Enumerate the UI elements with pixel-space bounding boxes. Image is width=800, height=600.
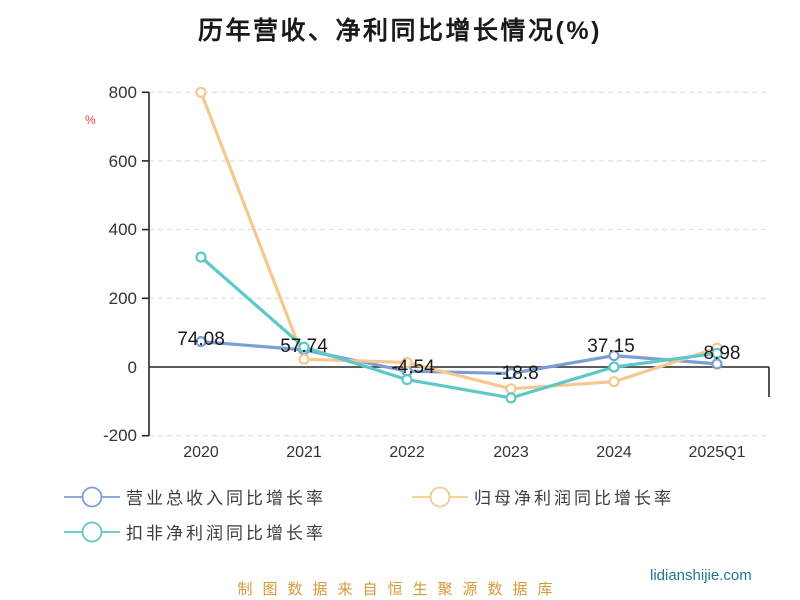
svg-text:37.15: 37.15 (587, 336, 635, 357)
svg-text:8.98: 8.98 (704, 343, 741, 364)
svg-text:2022: 2022 (389, 444, 425, 461)
svg-text:400: 400 (109, 220, 137, 239)
svg-text:800: 800 (109, 83, 137, 102)
svg-text:2023: 2023 (493, 444, 529, 461)
svg-text:0: 0 (128, 358, 137, 377)
svg-text:-200: -200 (103, 426, 137, 445)
svg-text:57.74: 57.74 (280, 336, 328, 357)
svg-text:2024: 2024 (596, 444, 632, 461)
svg-text:2025Q1: 2025Q1 (689, 444, 746, 461)
svg-text:600: 600 (109, 152, 137, 171)
svg-text:%: % (85, 113, 96, 127)
svg-text:2021: 2021 (286, 444, 322, 461)
svg-text:-18.8: -18.8 (495, 363, 538, 384)
svg-text:2020: 2020 (183, 444, 219, 461)
svg-text:74.08: 74.08 (177, 329, 225, 350)
svg-text:200: 200 (109, 289, 137, 308)
svg-text:-4.54: -4.54 (391, 357, 435, 378)
